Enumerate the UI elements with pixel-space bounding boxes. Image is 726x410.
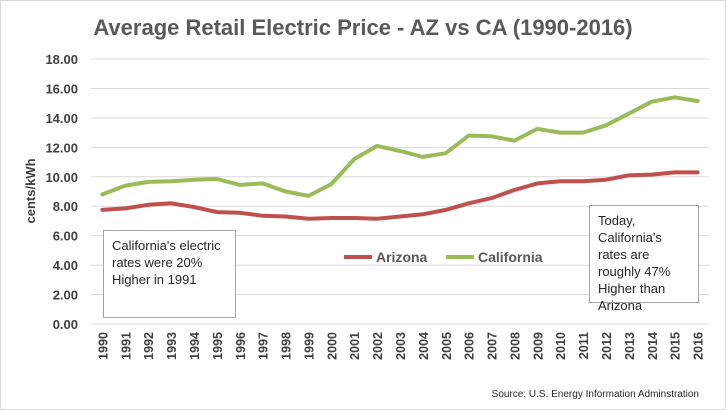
x-tick-label: 2003 <box>394 332 408 360</box>
y-tick-label: 0.00 <box>53 317 78 332</box>
annotation-right: Today, California's rates are roughly 47… <box>589 205 699 313</box>
y-tick-label: 6.00 <box>53 229 78 244</box>
x-tick-label: 2016 <box>692 332 706 360</box>
legend: Arizona California <box>344 249 543 265</box>
x-tick-label: 2013 <box>623 332 637 360</box>
x-tick-label: 1994 <box>188 332 202 360</box>
series-line-california <box>100 95 700 198</box>
x-axis-ticks: 1990 1991 1992 1993 1994 1995 1996 1997 1998 1999… <box>96 332 705 360</box>
y-tick-label: 16.00 <box>45 81 78 96</box>
x-tick-label: 2010 <box>554 332 568 360</box>
legend-label: Arizona <box>376 249 428 265</box>
x-tick-label: 2008 <box>508 332 522 360</box>
x-tick-label: 1991 <box>119 332 133 360</box>
x-tick-label: 1998 <box>280 332 294 360</box>
y-axis-label: cents/kWh <box>23 158 38 223</box>
x-tick-label: 2015 <box>669 332 683 360</box>
x-tick-label: 1995 <box>211 332 225 360</box>
x-tick-label: 2000 <box>325 332 339 360</box>
x-tick-label: 1999 <box>302 332 316 360</box>
x-tick-label: 1990 <box>96 332 110 360</box>
y-axis-ticks: 0.00 2.00 4.00 6.00 8.00 10.00 12.00 14.00 16.00… <box>45 52 78 332</box>
y-tick-label: 14.00 <box>45 111 78 126</box>
legend-label: California <box>478 249 543 265</box>
source-note: Source: U.S. Energy Information Adminstr… <box>492 389 699 400</box>
series-lines <box>100 95 700 221</box>
x-tick-label: 1997 <box>257 332 271 360</box>
x-tick-label: 2004 <box>417 332 431 360</box>
y-tick-label: 2.00 <box>53 288 78 303</box>
x-tick-label: 2007 <box>486 332 500 360</box>
x-tick-label: 1993 <box>165 332 179 360</box>
chart-title: Average Retail Electric Price - AZ vs CA… <box>93 15 632 40</box>
x-tick-label: 2011 <box>577 332 591 359</box>
x-tick-label: 2009 <box>531 332 545 360</box>
y-tick-label: 18.00 <box>45 52 78 67</box>
x-tick-label: 2012 <box>600 332 614 360</box>
x-tick-label: 2002 <box>371 332 385 360</box>
x-tick-label: 1992 <box>142 332 156 360</box>
x-tick-label: 1996 <box>234 332 248 360</box>
y-tick-label: 4.00 <box>53 258 78 273</box>
y-tick-label: 8.00 <box>53 199 78 214</box>
annotation-left: California's electric rates were 20% Hig… <box>103 230 236 318</box>
series-line-arizona <box>100 170 700 221</box>
x-tick-label: 2014 <box>646 332 660 360</box>
y-tick-label: 12.00 <box>45 140 78 155</box>
x-tick-label: 2001 <box>348 332 362 360</box>
x-tick-label: 2005 <box>440 332 454 360</box>
x-tick-label: 2006 <box>463 332 477 360</box>
y-tick-label: 10.00 <box>45 170 78 185</box>
